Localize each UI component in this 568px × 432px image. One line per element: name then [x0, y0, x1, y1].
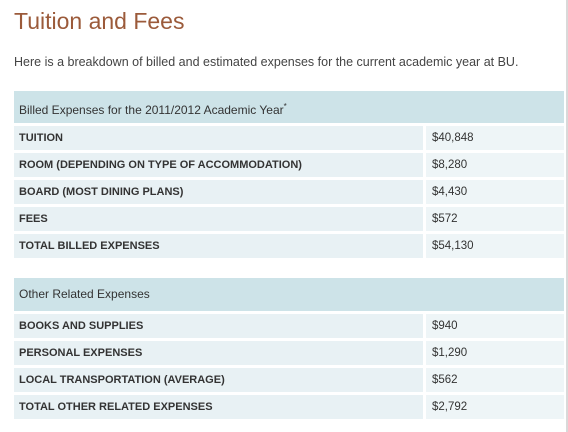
table-row: TUITION $40,848 [14, 126, 564, 150]
table-row: FEES $572 [14, 207, 564, 231]
row-value: $1,290 [426, 341, 564, 365]
row-value: $4,430 [426, 180, 564, 204]
row-label: PERSONAL EXPENSES [14, 341, 423, 365]
table-row: TOTAL OTHER RELATED EXPENSES $2,792 [14, 395, 564, 419]
row-value: $54,130 [426, 234, 564, 258]
other-expenses-table: Other Related Expenses BOOKS AND SUPPLIE… [14, 278, 564, 422]
row-label: ROOM (DEPENDING ON TYPE OF ACCOMMODATION… [14, 153, 423, 177]
billed-expenses-header: Billed Expenses for the 2011/2012 Academ… [14, 91, 564, 123]
row-label: TUITION [14, 126, 423, 150]
row-value: $8,280 [426, 153, 564, 177]
scrollbar-edge[interactable] [566, 0, 568, 432]
row-label: TOTAL BILLED EXPENSES [14, 234, 423, 258]
table-row: LOCAL TRANSPORTATION (AVERAGE) $562 [14, 368, 564, 392]
billed-expenses-table: Billed Expenses for the 2011/2012 Academ… [14, 91, 564, 261]
table-row: BOARD (MOST DINING PLANS) $4,430 [14, 180, 564, 204]
row-label: BOOKS AND SUPPLIES [14, 314, 423, 338]
table-row: TOTAL BILLED EXPENSES $54,130 [14, 234, 564, 258]
row-label: FEES [14, 207, 423, 231]
row-label: BOARD (MOST DINING PLANS) [14, 180, 423, 204]
row-label: LOCAL TRANSPORTATION (AVERAGE) [14, 368, 423, 392]
table-row: BOOKS AND SUPPLIES $940 [14, 314, 564, 338]
billed-expenses-header-text: Billed Expenses for the 2011/2012 Academ… [19, 103, 284, 117]
other-expenses-header: Other Related Expenses [14, 278, 564, 311]
row-value: $562 [426, 368, 564, 392]
row-value: $40,848 [426, 126, 564, 150]
row-value: $2,792 [426, 395, 564, 419]
table-row: ROOM (DEPENDING ON TYPE OF ACCOMMODATION… [14, 153, 564, 177]
intro-text: Here is a breakdown of billed and estima… [14, 55, 519, 69]
row-value: $572 [426, 207, 564, 231]
page-title: Tuition and Fees [14, 8, 185, 34]
table-row: PERSONAL EXPENSES $1,290 [14, 341, 564, 365]
row-label: TOTAL OTHER RELATED EXPENSES [14, 395, 423, 419]
row-value: $940 [426, 314, 564, 338]
footnote-mark[interactable]: * [283, 102, 287, 111]
